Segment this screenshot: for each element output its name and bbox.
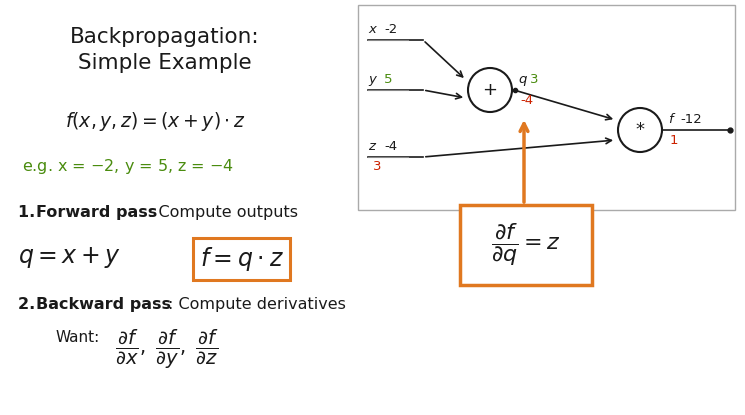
FancyBboxPatch shape bbox=[358, 5, 735, 210]
Text: 1.: 1. bbox=[18, 205, 41, 220]
Text: f: f bbox=[668, 113, 673, 126]
Text: -4: -4 bbox=[384, 140, 397, 153]
Circle shape bbox=[618, 108, 662, 152]
Text: -2: -2 bbox=[384, 23, 397, 36]
Text: q: q bbox=[518, 73, 527, 86]
Text: $\dfrac{\partial f}{\partial q} = z$: $\dfrac{\partial f}{\partial q} = z$ bbox=[491, 222, 561, 269]
FancyBboxPatch shape bbox=[460, 205, 592, 285]
Text: 5: 5 bbox=[384, 73, 393, 86]
Text: e.g. x = $-$2, y = 5, z = $-$4: e.g. x = $-$2, y = 5, z = $-$4 bbox=[22, 157, 234, 176]
Text: z: z bbox=[368, 140, 375, 153]
Text: 3: 3 bbox=[530, 73, 539, 86]
Text: Backward pass: Backward pass bbox=[36, 297, 171, 312]
Text: +: + bbox=[483, 81, 498, 99]
Text: $f(x, y, z) = (x + y) \cdot z$: $f(x, y, z) = (x + y) \cdot z$ bbox=[65, 110, 245, 133]
Text: y: y bbox=[368, 73, 376, 86]
Text: 2.: 2. bbox=[18, 297, 41, 312]
Text: $f = q \cdot z$: $f = q \cdot z$ bbox=[200, 245, 284, 273]
Text: $\dfrac{\partial f}{\partial x},\ \dfrac{\partial f}{\partial y},\ \dfrac{\parti: $\dfrac{\partial f}{\partial x},\ \dfrac… bbox=[115, 328, 219, 371]
Text: Want:: Want: bbox=[55, 330, 99, 345]
Text: 3: 3 bbox=[373, 160, 381, 173]
Text: x: x bbox=[368, 23, 376, 36]
Text: : Compute outputs: : Compute outputs bbox=[148, 205, 298, 220]
Text: $q = x + y$: $q = x + y$ bbox=[18, 245, 121, 270]
Text: -12: -12 bbox=[680, 113, 702, 126]
Text: Forward pass: Forward pass bbox=[36, 205, 157, 220]
Text: -4: -4 bbox=[520, 94, 533, 107]
Circle shape bbox=[468, 68, 512, 112]
Text: Backpropagation:
Simple Example: Backpropagation: Simple Example bbox=[70, 27, 260, 73]
Text: : Compute derivatives: : Compute derivatives bbox=[168, 297, 346, 312]
Text: *: * bbox=[635, 121, 644, 139]
Text: 1: 1 bbox=[670, 134, 679, 147]
